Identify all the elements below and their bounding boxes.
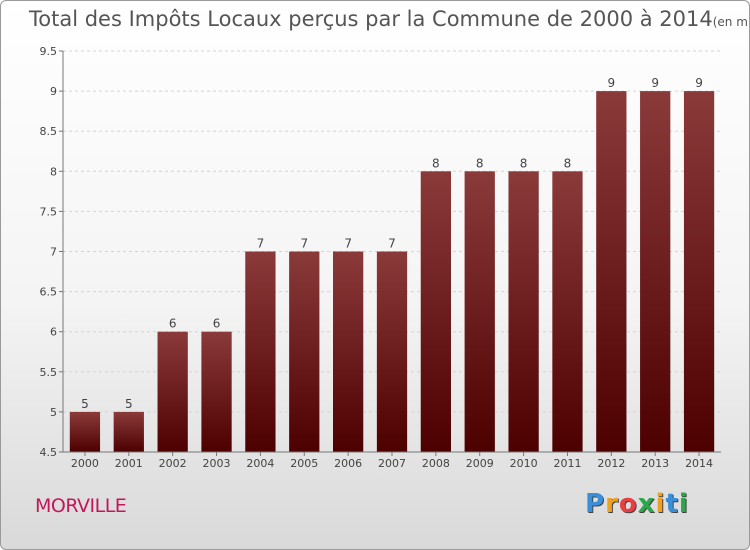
y-tick-label: 8 [50,165,57,178]
x-tick-label: 2007 [378,457,406,470]
data-label: 6 [213,317,221,331]
commune-name: MORVILLE [35,495,127,517]
data-label: 5 [81,397,89,411]
bar [157,331,188,452]
data-label: 9 [695,76,703,90]
logo-letter: x [637,489,656,519]
proxiti-logo: Proxiti [585,489,689,519]
data-label: 7 [300,237,308,251]
x-tick-label: 2004 [246,457,274,470]
data-label: 7 [257,237,265,251]
data-label: 8 [520,156,528,170]
bar [640,91,671,452]
data-label: 7 [388,237,396,251]
data-label: 8 [476,156,484,170]
y-tick-label: 5 [50,406,57,419]
data-label: 6 [169,317,177,331]
bar [552,171,583,453]
x-tick-label: 2009 [466,457,494,470]
y-tick-label: 4.5 [40,446,58,459]
data-label: 9 [608,76,616,90]
x-tick-label: 2002 [159,457,187,470]
bar [683,91,715,452]
x-tick-label: 2014 [685,457,713,470]
data-label: 8 [432,156,440,170]
y-tick-label: 6.5 [40,286,58,299]
logo-letter: i [655,489,666,519]
y-tick-label: 8.5 [40,125,58,138]
x-tick-label: 2005 [290,457,318,470]
data-label: 7 [344,237,352,251]
bar [464,171,495,453]
y-tick-label: 9 [50,85,57,98]
chart-title: Total des Impôts Locaux perçus par la Co… [29,7,750,31]
x-tick-label: 2003 [203,457,231,470]
chart-title-main: Total des Impôts Locaux perçus par la Co… [29,7,713,31]
data-label: 8 [564,156,572,170]
y-tick-label: 5.5 [40,366,58,379]
x-tick-label: 2012 [597,457,625,470]
bar [596,91,627,452]
logo-letter: o [618,489,638,519]
y-tick-label: 9.5 [40,45,58,58]
x-tick-label: 2010 [510,457,538,470]
y-tick-label: 7 [50,246,57,259]
bar [332,251,364,452]
bar [69,411,101,452]
chart-title-unit: (en milliers d'€) [712,15,750,29]
bar [376,251,408,452]
data-label: 5 [125,397,133,411]
x-tick-label: 2000 [71,457,99,470]
bar [420,171,452,453]
logo-letter: r [605,489,619,519]
bar [508,171,539,453]
x-tick-label: 2008 [422,457,450,470]
bar [289,251,320,452]
x-tick-label: 2001 [115,457,143,470]
logo-letter: P [585,489,606,519]
logo-letter: t [665,489,679,519]
bar [113,411,144,452]
x-tick-label: 2013 [641,457,669,470]
x-tick-label: 2011 [553,457,581,470]
logo-letter: i [678,489,689,519]
x-tick-label: 2006 [334,457,362,470]
y-tick-label: 7.5 [40,205,58,218]
bar [245,251,276,452]
y-tick-label: 6 [50,326,57,339]
data-label: 9 [651,76,659,90]
bar [201,331,232,452]
